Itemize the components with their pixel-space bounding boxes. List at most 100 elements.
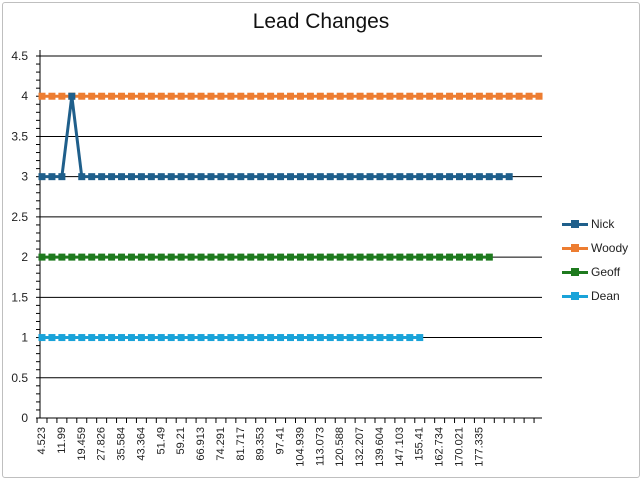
data-point-nick xyxy=(386,173,394,181)
data-point-geoff xyxy=(68,253,76,261)
data-point-geoff xyxy=(336,253,344,261)
data-point-nick xyxy=(167,173,175,181)
data-point-dean xyxy=(197,334,205,342)
data-point-woody xyxy=(177,92,185,100)
legend-swatch xyxy=(562,267,588,277)
data-point-nick xyxy=(366,173,374,181)
data-point-woody xyxy=(127,92,135,100)
data-point-nick xyxy=(465,173,473,181)
data-point-nick xyxy=(346,173,354,181)
legend-swatch xyxy=(562,243,588,253)
data-point-woody xyxy=(88,92,96,100)
x-tick-label: 132.207 xyxy=(354,427,366,467)
y-tick-label: 0 xyxy=(21,411,28,425)
data-point-woody xyxy=(137,92,145,100)
data-point-dean xyxy=(68,334,76,342)
y-tick-label: 0.5 xyxy=(11,371,28,385)
data-point-nick xyxy=(217,173,225,181)
legend-item-dean: Dean xyxy=(558,288,638,312)
data-point-nick xyxy=(108,173,116,181)
legend-label: Woody xyxy=(591,241,629,255)
data-point-nick xyxy=(336,173,344,181)
x-tick-label: 4.523 xyxy=(36,427,48,455)
data-point-woody xyxy=(406,92,414,100)
data-point-dean xyxy=(277,334,285,342)
data-point-geoff xyxy=(296,253,304,261)
data-point-nick xyxy=(296,173,304,181)
data-point-geoff xyxy=(446,253,454,261)
data-point-woody xyxy=(495,92,503,100)
data-point-dean xyxy=(376,334,384,342)
data-point-woody xyxy=(217,92,225,100)
data-point-nick xyxy=(48,173,56,181)
data-point-nick xyxy=(207,173,215,181)
data-point-woody xyxy=(505,92,513,100)
data-point-woody xyxy=(237,92,245,100)
data-point-nick xyxy=(376,173,384,181)
data-point-dean xyxy=(108,334,116,342)
data-point-geoff xyxy=(257,253,265,261)
data-point-dean xyxy=(118,334,126,342)
data-point-dean xyxy=(406,334,414,342)
data-point-geoff xyxy=(247,253,255,261)
data-point-geoff xyxy=(137,253,145,261)
data-point-nick xyxy=(78,173,86,181)
data-point-nick xyxy=(416,173,424,181)
data-point-dean xyxy=(217,334,225,342)
data-point-geoff xyxy=(118,253,126,261)
x-tick-label: 43.364 xyxy=(135,427,147,461)
data-point-woody xyxy=(78,92,86,100)
chart-legend: Nick Woody Geoff Dean xyxy=(558,216,638,312)
data-point-geoff xyxy=(475,253,483,261)
legend-item-nick: Nick xyxy=(558,216,638,240)
data-point-nick xyxy=(147,173,155,181)
legend-label: Nick xyxy=(591,217,615,231)
data-point-geoff xyxy=(346,253,354,261)
data-point-dean xyxy=(356,334,364,342)
data-point-woody xyxy=(277,92,285,100)
data-point-geoff xyxy=(456,253,464,261)
data-point-woody xyxy=(287,92,295,100)
data-point-geoff xyxy=(426,253,434,261)
data-point-geoff xyxy=(396,253,404,261)
data-point-nick xyxy=(137,173,145,181)
data-point-nick xyxy=(485,173,493,181)
data-point-woody xyxy=(38,92,46,100)
data-point-woody xyxy=(147,92,155,100)
data-point-geoff xyxy=(485,253,493,261)
data-point-nick xyxy=(68,92,76,100)
x-tick-label: 162.734 xyxy=(434,427,446,467)
data-point-nick xyxy=(88,173,96,181)
x-tick-label: 35.584 xyxy=(116,427,128,461)
data-point-woody xyxy=(535,92,543,100)
data-point-geoff xyxy=(306,253,314,261)
legend-label: Dean xyxy=(591,289,620,303)
data-point-geoff xyxy=(78,253,86,261)
y-tick-label: 3 xyxy=(21,170,28,184)
data-point-geoff xyxy=(108,253,116,261)
legend-swatch xyxy=(562,219,588,229)
data-point-nick xyxy=(456,173,464,181)
data-point-geoff xyxy=(127,253,135,261)
data-point-dean xyxy=(336,334,344,342)
data-point-woody xyxy=(356,92,364,100)
data-point-nick xyxy=(326,173,334,181)
data-point-geoff xyxy=(207,253,215,261)
data-point-dean xyxy=(88,334,96,342)
data-point-dean xyxy=(287,334,295,342)
data-point-geoff xyxy=(147,253,155,261)
y-tick-label: 2.5 xyxy=(11,210,28,224)
y-tick-label: 4 xyxy=(21,89,28,103)
data-point-woody xyxy=(326,92,334,100)
data-point-geoff xyxy=(277,253,285,261)
data-point-dean xyxy=(326,334,334,342)
y-tick-label: 4.5 xyxy=(11,49,28,63)
data-point-nick xyxy=(287,173,295,181)
y-tick-label: 1.5 xyxy=(11,290,28,304)
data-point-dean xyxy=(147,334,155,342)
data-point-nick xyxy=(396,173,404,181)
data-point-geoff xyxy=(316,253,324,261)
x-tick-label: 155.41 xyxy=(414,427,426,461)
data-point-dean xyxy=(48,334,56,342)
